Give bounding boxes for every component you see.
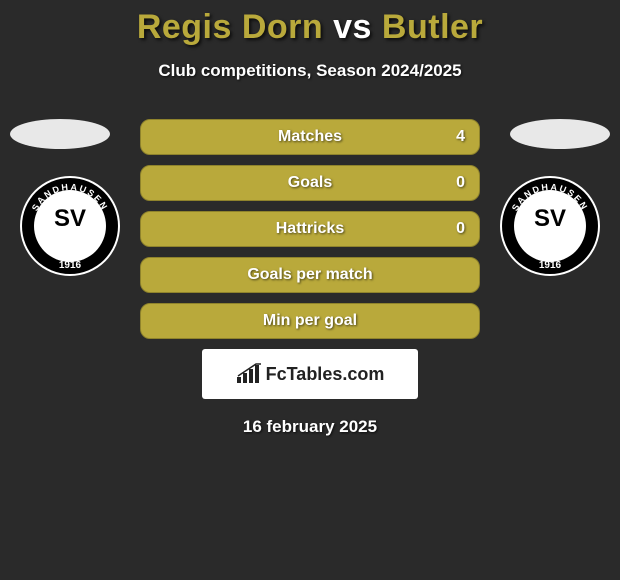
player2-name: Butler bbox=[382, 8, 483, 46]
svg-text:SV: SV bbox=[534, 205, 566, 232]
player1-club-logo: SV SANDHAUSEN 1916 bbox=[20, 176, 120, 276]
stat-label: Min per goal bbox=[263, 312, 357, 330]
sv-sandhausen-logo-icon: SV SANDHAUSEN 1916 bbox=[500, 176, 600, 276]
svg-text:SV: SV bbox=[54, 205, 86, 232]
stat-row-matches: Matches 4 bbox=[140, 119, 480, 155]
subtitle-text: Club competitions, Season 2024/2025 bbox=[0, 61, 620, 81]
stat-rows-container: Matches 4 Goals 0 Hattricks 0 Goals per … bbox=[140, 119, 480, 339]
stat-row-hattricks: Hattricks 0 bbox=[140, 211, 480, 247]
stat-row-goals-per-match: Goals per match bbox=[140, 257, 480, 293]
player1-head-silhouette bbox=[10, 119, 110, 149]
svg-text:1916: 1916 bbox=[539, 260, 562, 271]
comparison-title: Regis Dorn vs Butler bbox=[0, 0, 620, 47]
svg-text:1916: 1916 bbox=[59, 260, 82, 271]
stat-value: 0 bbox=[456, 220, 465, 238]
brand-text: FcTables.com bbox=[266, 364, 385, 385]
bar-chart-icon bbox=[236, 363, 262, 385]
stat-value: 4 bbox=[456, 128, 465, 146]
player2-club-logo: SV SANDHAUSEN 1916 bbox=[500, 176, 600, 276]
date-text: 16 february 2025 bbox=[0, 417, 620, 437]
stat-row-min-per-goal: Min per goal bbox=[140, 303, 480, 339]
brand-box: FcTables.com bbox=[202, 349, 418, 399]
player2-head-silhouette bbox=[510, 119, 610, 149]
stat-label: Hattricks bbox=[276, 220, 344, 238]
player1-name: Regis Dorn bbox=[137, 8, 323, 46]
sv-sandhausen-logo-icon: SV SANDHAUSEN 1916 bbox=[20, 176, 120, 276]
stat-value: 0 bbox=[456, 174, 465, 192]
stat-label: Matches bbox=[278, 128, 342, 146]
stat-row-goals: Goals 0 bbox=[140, 165, 480, 201]
stat-label: Goals per match bbox=[247, 266, 372, 284]
vs-text: vs bbox=[333, 8, 372, 46]
comparison-content: SV SANDHAUSEN 1916 SV SANDHAUSEN 1916 Ma… bbox=[0, 119, 620, 437]
stat-label: Goals bbox=[288, 174, 332, 192]
